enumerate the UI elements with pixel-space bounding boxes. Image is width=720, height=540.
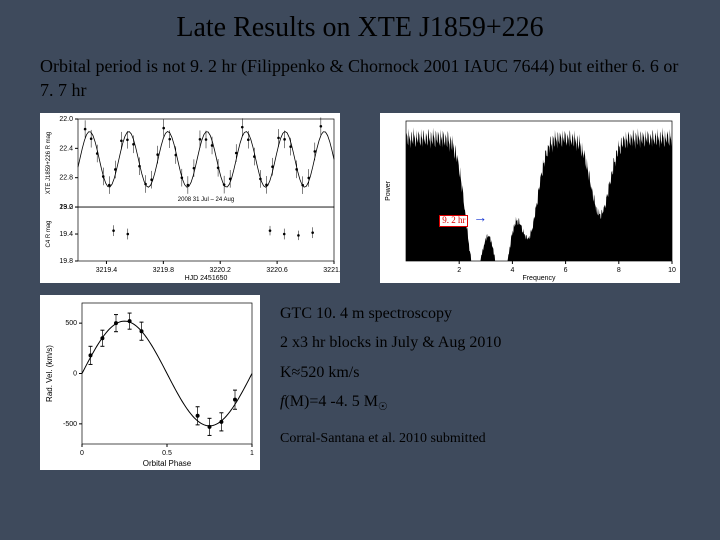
periodogram-svg: 2 4 6 8 10 Frequency Power [380, 113, 680, 283]
slide-title: Late Results on XTE J1859+226 [0, 0, 720, 44]
svg-text:XTE J1859+226 R mag: XTE J1859+226 R mag [46, 131, 52, 194]
bottom-row: -500 0 500 0 0.5 1 Orbital Phase Rad. Vel. (km/… [0, 283, 720, 470]
svg-text:3219.8: 3219.8 [153, 267, 175, 274]
svg-text:0: 0 [73, 370, 77, 377]
svg-text:6: 6 [564, 267, 568, 274]
svg-text:3221.0: 3221.0 [323, 267, 340, 274]
result-line-4: f(M)=4 -4. 5 M☉ [280, 387, 501, 418]
solar-mass-symbol: ☉ [378, 402, 388, 414]
citation: Corral-Santana et al. 2010 submitted [280, 426, 501, 452]
svg-text:22.4: 22.4 [59, 145, 73, 152]
svg-text:19.8: 19.8 [59, 258, 73, 265]
svg-text:-500: -500 [63, 420, 77, 427]
lightcurve-svg: 22.022.422.823.22008 31 Jul – 24 AugXTE … [40, 113, 340, 283]
period-annotation: 9. 2 hr [439, 215, 468, 227]
svg-text:Orbital Phase: Orbital Phase [143, 459, 192, 468]
lightcurve-chart: 22.022.422.823.22008 31 Jul – 24 AugXTE … [40, 113, 340, 283]
results-text: GTC 10. 4 m spectroscopy 2 x3 hr blocks … [280, 295, 501, 470]
rv-svg: -500 0 500 0 0.5 1 Orbital Phase Rad. Vel. (km/… [40, 295, 260, 470]
periodogram-chart: 2 4 6 8 10 Frequency Power 9. 2 hr → [380, 113, 680, 283]
svg-text:2008 31 Jul – 24 Aug: 2008 31 Jul – 24 Aug [178, 197, 234, 203]
svg-text:3220.6: 3220.6 [266, 267, 288, 274]
svg-text:22.8: 22.8 [59, 174, 73, 181]
top-charts-row: 22.022.422.823.22008 31 Jul – 24 AugXTE … [0, 107, 720, 283]
radial-velocity-chart: -500 0 500 0 0.5 1 Orbital Phase Rad. Vel. (km/… [40, 295, 260, 470]
result-line-3: K≈520 km/s [280, 358, 501, 388]
svg-text:500: 500 [65, 320, 77, 327]
svg-text:3220.2: 3220.2 [210, 267, 232, 274]
svg-text:2: 2 [457, 267, 461, 274]
svg-text:22.0: 22.0 [59, 116, 73, 123]
svg-text:Frequency: Frequency [522, 275, 556, 282]
svg-text:Rad. Vel. (km/s): Rad. Vel. (km/s) [45, 344, 54, 401]
annotation-arrow-icon: → [473, 211, 487, 227]
svg-text:19.4: 19.4 [59, 231, 73, 238]
svg-text:4: 4 [510, 267, 514, 274]
svg-text:19.0: 19.0 [59, 204, 73, 211]
svg-text:10: 10 [668, 267, 676, 274]
result-line-2: 2 x3 hr blocks in July & Aug 2010 [280, 328, 501, 358]
svg-text:8: 8 [617, 267, 621, 274]
svg-text:C4 R mag: C4 R mag [46, 220, 52, 247]
svg-text:1: 1 [250, 450, 254, 457]
slide-subtitle: Orbital period is not 9. 2 hr (Filippenk… [0, 44, 720, 107]
svg-text:0.5: 0.5 [162, 450, 172, 457]
svg-text:HJD 2451650: HJD 2451650 [185, 275, 228, 282]
result-line-1: GTC 10. 4 m spectroscopy [280, 299, 501, 329]
mass-fn-value: (M)=4 -4. 5 M [284, 393, 377, 410]
svg-text:0: 0 [80, 450, 84, 457]
svg-text:3219.4: 3219.4 [96, 267, 118, 274]
svg-text:Power: Power [385, 180, 392, 201]
